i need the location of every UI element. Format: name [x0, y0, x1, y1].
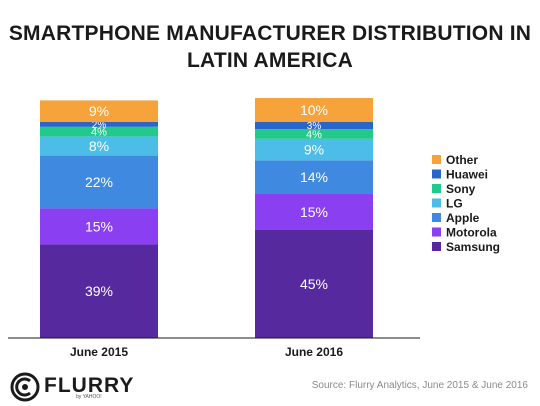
legend-label-sony: Sony	[446, 182, 476, 196]
data-label-lg-1: 8%	[89, 138, 109, 154]
stacked-bar-chart: 39%15%22%8%4%2%9%45%15%14%9%4%3%10% June…	[8, 98, 500, 359]
bar-segment-other-2	[255, 98, 373, 122]
source-note: Source: Flurry Analytics, June 2015 & Ju…	[311, 380, 528, 391]
bar-segment-other-1	[40, 100, 158, 122]
legend-label-other: Other	[446, 153, 478, 167]
x-tick-label-2: June 2016	[285, 345, 343, 359]
data-label-sony-2: 4%	[306, 129, 322, 141]
brand-subtitle: by YAHOO!	[76, 394, 102, 400]
bar-segment-lg-2	[255, 138, 373, 161]
data-label-samsung-1: 39%	[85, 283, 113, 299]
legend-swatch-huawei	[432, 169, 441, 179]
bar-segment-huawei-1	[40, 122, 158, 127]
data-label-sony-1: 4%	[91, 127, 107, 139]
legend-swatch-motorola	[432, 227, 441, 237]
brand-name: FLURRY	[44, 374, 135, 397]
legend-swatch-sony	[432, 184, 441, 193]
legend-swatch-lg	[432, 198, 441, 208]
bar-segment-motorola-1	[40, 208, 158, 245]
legend-swatch-other	[432, 155, 441, 164]
bar-segment-apple-1	[40, 155, 158, 209]
x-tick-label-1: June 2015	[70, 345, 128, 359]
bar-segment-sony-2	[255, 129, 373, 139]
data-label-apple-2: 14%	[300, 169, 328, 185]
chart-title-line-1: SMARTPHONE MANUFACTURER DISTRIBUTION IN	[8, 22, 532, 45]
bar-segment-huawei-2	[255, 122, 373, 130]
legend-label-huawei: Huawei	[446, 168, 488, 182]
legend-swatch-samsung	[432, 242, 441, 251]
data-label-huawei-1: 2%	[92, 120, 107, 131]
legend-label-motorola: Motorola	[446, 226, 497, 240]
bar-segment-motorola-2	[255, 194, 373, 230]
bar-segment-samsung-1	[40, 244, 158, 338]
data-label-motorola-2: 15%	[300, 204, 328, 220]
data-label-other-1: 9%	[89, 103, 109, 119]
bar-segment-apple-2	[255, 160, 373, 194]
data-label-huawei-2: 3%	[307, 121, 322, 132]
flurry-logo-icon	[10, 372, 40, 402]
footer	[0, 366, 540, 406]
legend-label-lg: LG	[446, 197, 463, 211]
data-label-other-2: 10%	[300, 102, 328, 118]
bar-segment-sony-1	[40, 126, 158, 137]
bar-segment-lg-1	[40, 136, 158, 156]
data-label-motorola-1: 15%	[85, 218, 113, 234]
data-label-samsung-2: 45%	[300, 276, 328, 292]
chart-title-line-2: LATIN AMERICA	[187, 49, 353, 72]
legend-label-apple: Apple	[446, 211, 480, 225]
legend-swatch-apple	[432, 213, 441, 222]
data-label-lg-2: 9%	[304, 142, 324, 158]
legend-label-samsung: Samsung	[446, 240, 500, 254]
data-label-apple-1: 22%	[85, 174, 113, 190]
bar-segment-samsung-2	[255, 230, 373, 338]
